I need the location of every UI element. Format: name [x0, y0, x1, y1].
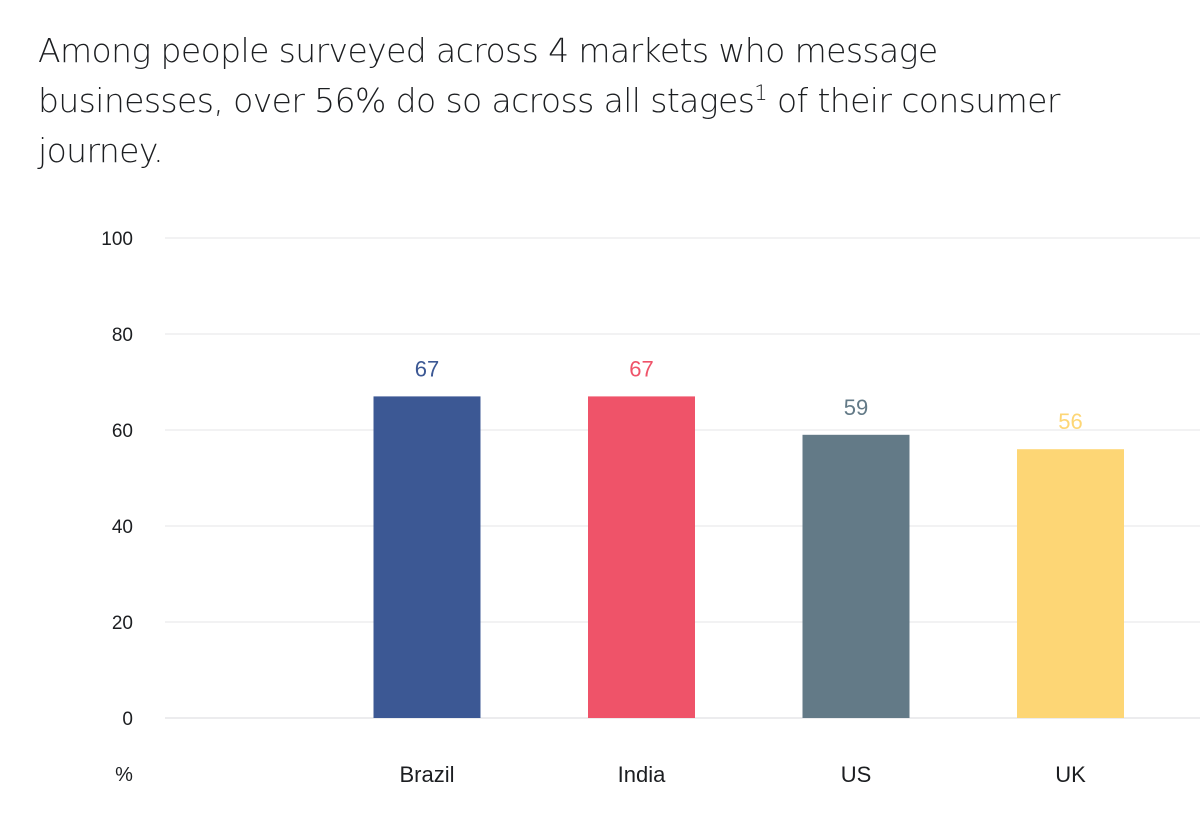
- y-tick-label: 0: [122, 709, 133, 730]
- bar-uk: [1017, 449, 1124, 718]
- y-axis-unit-label: %: [115, 764, 133, 786]
- chart-title-text: Among people surveyed across 4 markets w…: [38, 31, 938, 120]
- bars: [373, 396, 1124, 718]
- y-tick-label: 100: [101, 229, 133, 250]
- value-label-india: 67: [629, 356, 653, 381]
- value-label-uk: 56: [1058, 409, 1082, 434]
- bar-india: [588, 396, 695, 718]
- chart-title-text-end: of their consumer journey.: [38, 81, 1060, 170]
- bar-brazil: [373, 396, 481, 718]
- y-tick-label: 20: [112, 613, 133, 634]
- chart-title-footnote: 1: [754, 81, 768, 105]
- value-label-brazil: 67: [415, 356, 439, 381]
- y-tick-label: 40: [112, 517, 133, 538]
- x-tick-label-uk: UK: [1055, 762, 1086, 787]
- y-tick-label: 80: [112, 325, 133, 346]
- bar-us: [802, 434, 910, 718]
- x-tick-label-brazil: Brazil: [399, 762, 454, 787]
- x-axis-ticks: Brazil India US UK: [399, 762, 1086, 787]
- value-label-us: 59: [844, 395, 868, 420]
- y-tick-label: 60: [112, 421, 133, 442]
- chart-title: Among people surveyed across 4 markets w…: [38, 26, 1118, 176]
- y-axis-ticks: 0 20 40 60 80 100: [101, 229, 133, 730]
- x-tick-label-india: India: [618, 762, 666, 787]
- x-tick-label-us: US: [841, 762, 872, 787]
- value-labels: 67 67 59 56: [415, 356, 1083, 434]
